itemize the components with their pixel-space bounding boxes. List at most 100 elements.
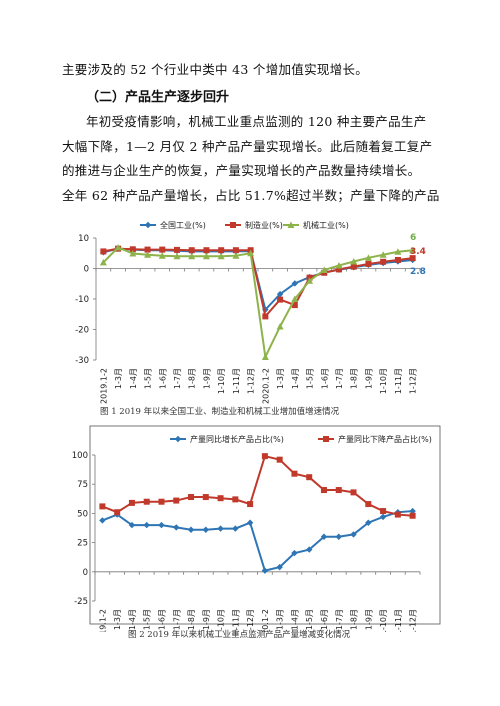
x-category-label: 1-10月 bbox=[217, 609, 226, 632]
data-point bbox=[144, 251, 152, 258]
x-category-label: 1-9月 bbox=[364, 609, 373, 630]
x-category-label: 1-8月 bbox=[350, 609, 359, 630]
data-point bbox=[158, 252, 166, 259]
x-category-label: 1-8月 bbox=[187, 609, 196, 630]
data-point bbox=[114, 243, 122, 251]
x-category-label: 1-12月 bbox=[246, 609, 255, 632]
series-line bbox=[102, 454, 413, 517]
x-category-label: 1-7月 bbox=[173, 368, 182, 389]
x-category-label: 2019.1-2 bbox=[98, 609, 107, 632]
x-category-label: 1-7月 bbox=[335, 609, 344, 630]
data-point bbox=[380, 258, 387, 265]
x-category-label: 1-10月 bbox=[379, 609, 388, 632]
data-point bbox=[276, 322, 284, 330]
legend-marker bbox=[144, 221, 152, 229]
x-category-label: 1-3月 bbox=[114, 368, 123, 389]
x-category-label: 1-11月 bbox=[231, 609, 240, 632]
data-point bbox=[394, 248, 402, 255]
legend-label: 机械工业(%) bbox=[303, 220, 349, 230]
data-point bbox=[350, 257, 358, 265]
data-point bbox=[99, 503, 106, 510]
end-value-label: 3.4 bbox=[410, 247, 426, 257]
data-point bbox=[143, 521, 150, 529]
data-point bbox=[232, 496, 239, 503]
data-point bbox=[114, 509, 121, 516]
data-point bbox=[379, 251, 387, 258]
data-point bbox=[335, 533, 342, 540]
data-point bbox=[409, 512, 416, 519]
legend-marker bbox=[230, 222, 236, 228]
x-category-label: 1-10月 bbox=[379, 368, 388, 394]
x-category-label: 2020.1-2 bbox=[261, 368, 270, 404]
y-tick-label: 0 bbox=[83, 568, 88, 578]
data-point bbox=[409, 255, 416, 262]
figure-1-caption: 图 1 2019 年以来全国工业、制造业和机械工业增加值增速情况 bbox=[100, 407, 340, 417]
y-tick-label: 100 bbox=[72, 451, 88, 461]
legend-label: 制造业(%) bbox=[245, 220, 283, 230]
x-category-label: 1-11月 bbox=[394, 368, 403, 394]
data-point bbox=[202, 252, 210, 260]
data-point bbox=[335, 261, 343, 269]
x-category-label: 1-6月 bbox=[158, 368, 167, 389]
data-point bbox=[174, 246, 180, 253]
data-point bbox=[128, 499, 135, 506]
x-category-label: 1-6月 bbox=[320, 609, 329, 630]
data-point bbox=[261, 567, 269, 574]
data-point bbox=[144, 246, 151, 253]
x-category-label: 1-4月 bbox=[291, 368, 300, 389]
data-point bbox=[217, 495, 224, 502]
x-category-label: 1-7月 bbox=[172, 609, 181, 630]
data-point bbox=[350, 489, 357, 496]
series-line bbox=[102, 510, 413, 572]
y-tick-label: 10 bbox=[78, 234, 89, 244]
chart-frame bbox=[89, 425, 441, 625]
x-category-label: 1-4月 bbox=[290, 609, 299, 630]
chart-1: 10 0 -10 -20 -30 2019.1-2 1-3月 1-4月 1-5月 1-6月 1-7月… bbox=[75, 220, 426, 404]
data-point bbox=[99, 258, 107, 266]
y-tick-label: -25 bbox=[74, 597, 88, 607]
data-point bbox=[277, 296, 284, 303]
paragraph-line-4: 全年 62 种产品产量增长，占比 51.7%超过半数；产量下降的产品 bbox=[62, 188, 440, 203]
data-point bbox=[173, 524, 180, 531]
data-point bbox=[129, 246, 136, 253]
data-point bbox=[247, 501, 254, 508]
x-category-label: 1-9月 bbox=[202, 368, 211, 389]
data-point bbox=[100, 248, 107, 255]
data-point bbox=[173, 497, 180, 504]
data-point bbox=[320, 266, 328, 274]
y-tick-label: 25 bbox=[77, 539, 88, 549]
data-point bbox=[173, 252, 181, 260]
chart-2: 100 75 50 25 0 -25 2019.1-2 1-3月 1-4月 1-5月 1-6月 1-7… bbox=[72, 425, 441, 632]
y-tick-label: 75 bbox=[77, 480, 88, 490]
data-point bbox=[247, 249, 255, 257]
data-point bbox=[158, 521, 165, 529]
legend-label: 产量同比下降产品占比(%) bbox=[338, 434, 432, 444]
x-category-label: 1-5月 bbox=[306, 368, 315, 389]
data-point bbox=[232, 247, 239, 254]
data-point bbox=[291, 470, 298, 477]
data-point bbox=[320, 533, 328, 540]
legend-label: 产量同比增长产品占比(%) bbox=[190, 434, 284, 444]
data-point bbox=[188, 252, 196, 260]
data-point bbox=[217, 525, 224, 532]
x-category-label: 1-9月 bbox=[364, 368, 373, 389]
x-category-label: 1-3月 bbox=[276, 368, 285, 389]
data-point bbox=[246, 519, 254, 526]
data-point bbox=[261, 353, 269, 360]
legend-marker bbox=[174, 435, 182, 443]
data-point bbox=[129, 250, 137, 257]
x-category-label: 1-12月 bbox=[247, 368, 256, 394]
x-category-label: 2020.1-2 bbox=[261, 609, 270, 632]
x-category-label: 1-5月 bbox=[144, 368, 153, 389]
data-point bbox=[335, 487, 342, 494]
data-point bbox=[218, 247, 225, 254]
end-value-label: 6 bbox=[410, 233, 416, 243]
legend-marker bbox=[323, 436, 329, 442]
data-point bbox=[291, 302, 298, 309]
data-point bbox=[276, 290, 284, 298]
section-heading: （二）产品生产逐步回升 bbox=[86, 90, 230, 105]
end-value-label: 2.8 bbox=[410, 267, 426, 277]
data-point bbox=[350, 263, 357, 270]
data-point bbox=[394, 511, 401, 518]
y-tick-label: -30 bbox=[75, 356, 89, 366]
